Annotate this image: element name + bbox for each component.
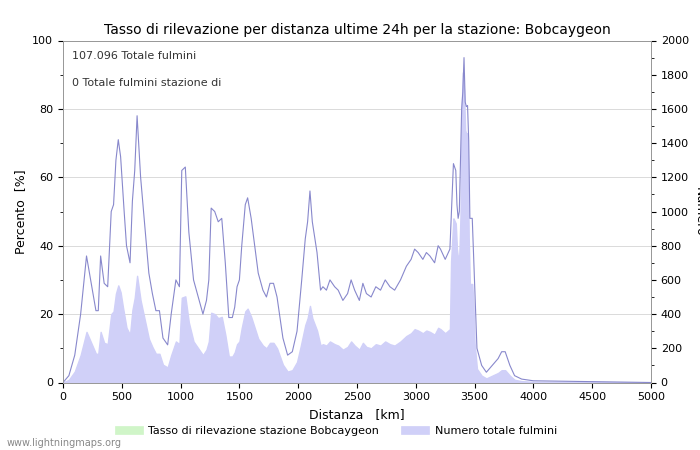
Y-axis label: Numero: Numero (692, 187, 700, 236)
Text: 107.096 Totale fulmini: 107.096 Totale fulmini (72, 51, 196, 61)
X-axis label: Distanza   [km]: Distanza [km] (309, 408, 405, 421)
Y-axis label: Percento  [%]: Percento [%] (14, 169, 27, 254)
Text: www.lightningmaps.org: www.lightningmaps.org (7, 438, 122, 448)
Title: Tasso di rilevazione per distanza ultime 24h per la stazione: Bobcaygeon: Tasso di rilevazione per distanza ultime… (104, 22, 610, 36)
Legend: Tasso di rilevazione stazione Bobcaygeon, Numero totale fulmini: Tasso di rilevazione stazione Bobcaygeon… (111, 421, 561, 440)
Text: 0 Totale fulmini stazione di: 0 Totale fulmini stazione di (72, 78, 221, 88)
